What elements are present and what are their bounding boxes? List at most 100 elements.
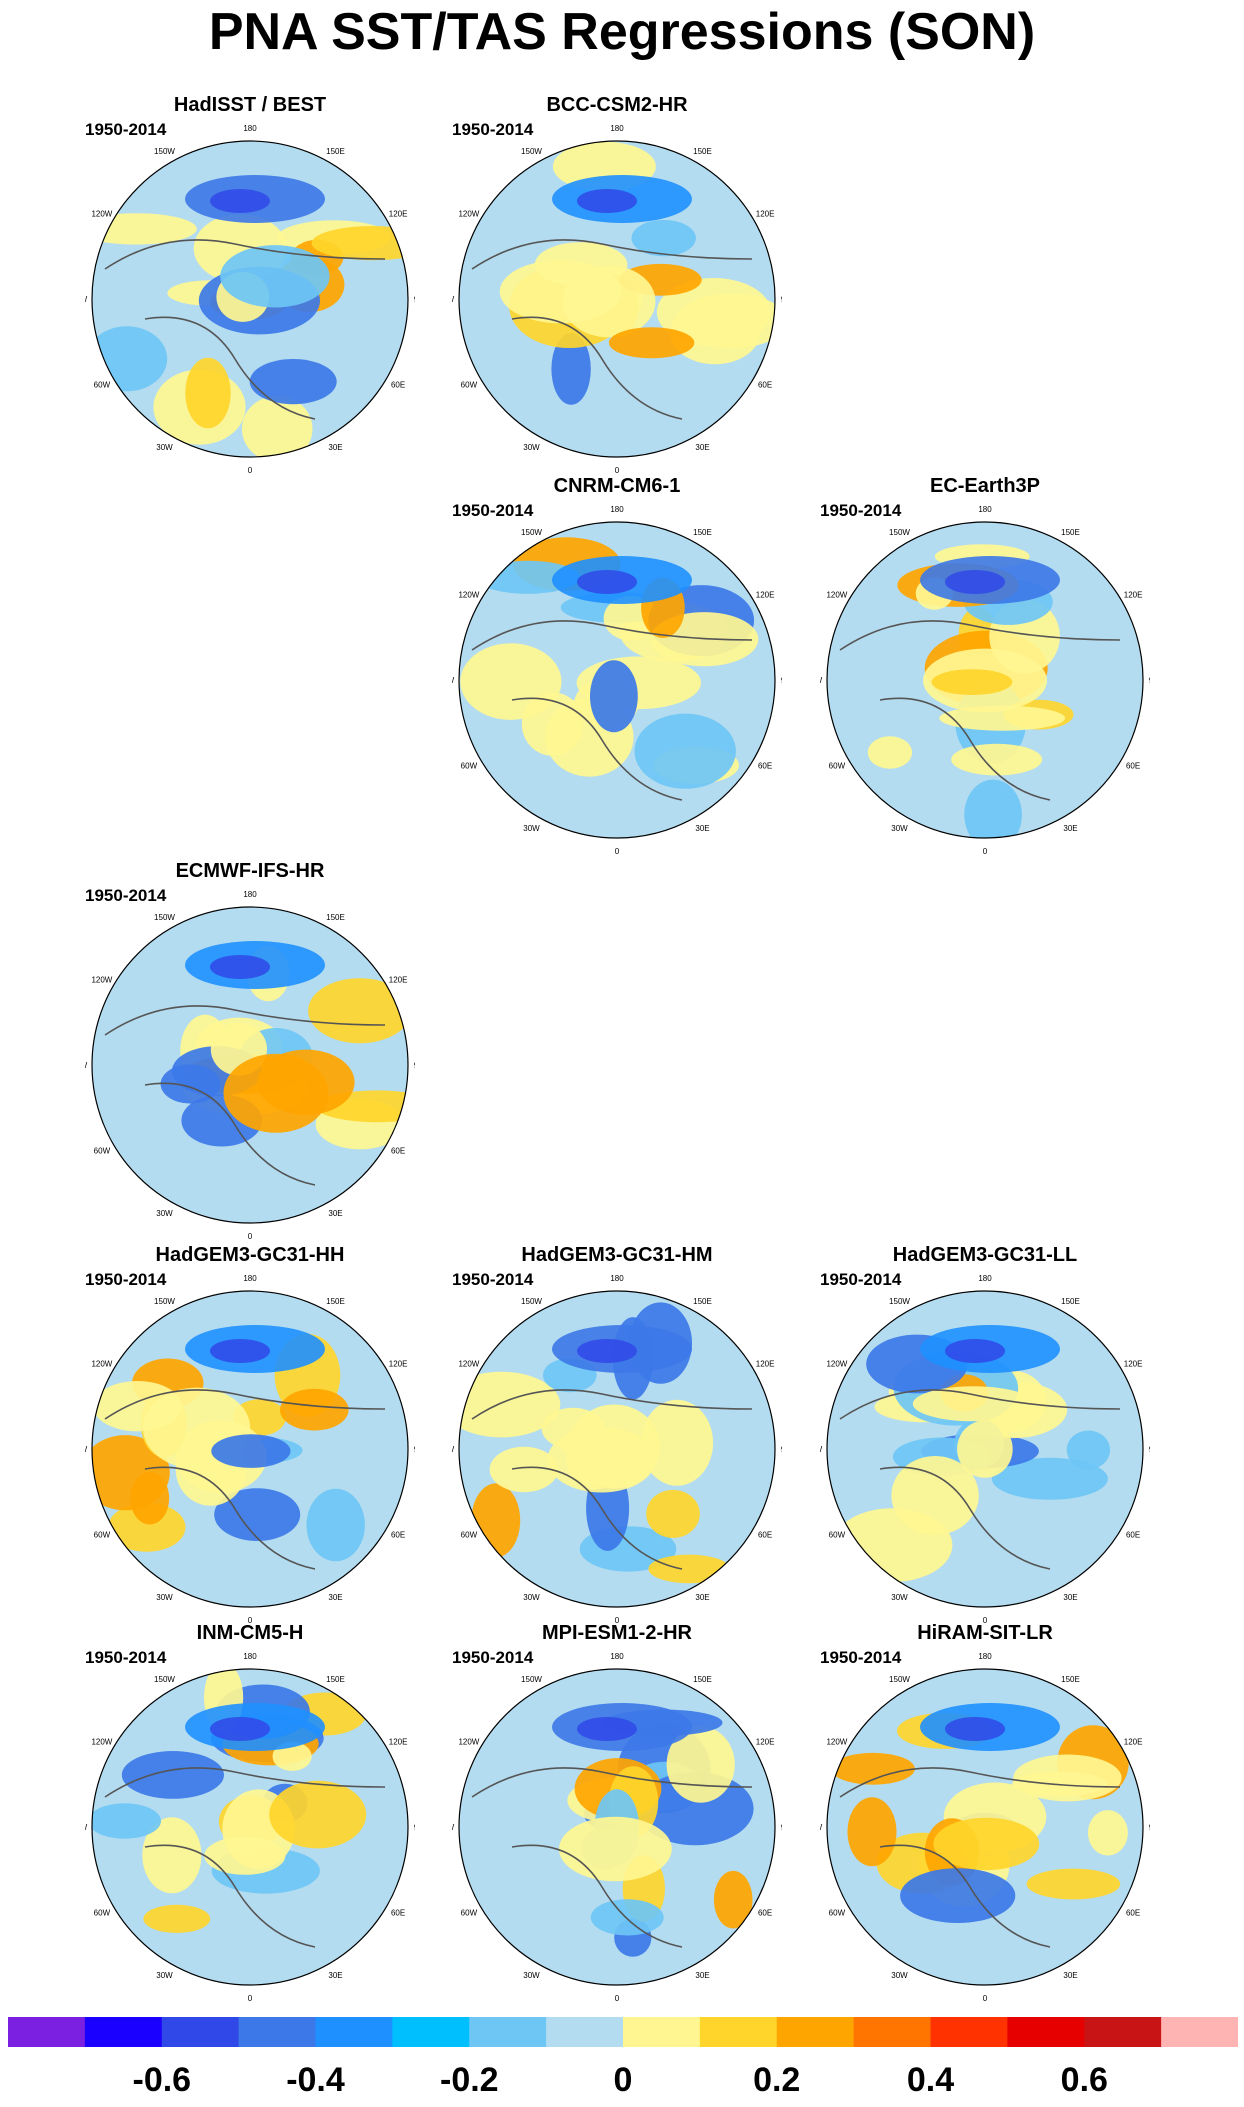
longitude-label: 90E xyxy=(414,1823,415,1832)
longitude-label: 120W xyxy=(458,1360,479,1369)
panel-period: 1950-2014 xyxy=(85,886,167,905)
longitude-label: 120W xyxy=(91,1360,112,1369)
longitude-label: 120E xyxy=(756,210,775,219)
panel-title: BCC-CSM2-HR xyxy=(546,94,688,116)
colorbar-tick-label: 0.2 xyxy=(753,2061,800,2097)
anomaly-region xyxy=(1087,1810,1128,1856)
longitude-label: 150W xyxy=(521,1675,542,1684)
anomaly-region xyxy=(634,713,736,789)
longitude-label: 90W xyxy=(820,1445,823,1454)
colorbar-tick-label: 0 xyxy=(614,2061,633,2097)
polar-map: 180 150E 120E 90E 60E 30E 0 30W 60W 90W 120W 150W xyxy=(452,1274,782,1625)
polar-map: 180 150E 120E 90E 60E 30E 0 30W 60W 90W 120W 150W xyxy=(820,505,1150,856)
anomaly-region xyxy=(631,219,696,257)
anomaly-region xyxy=(559,1816,672,1882)
colorbar-swatch xyxy=(8,2017,86,2047)
colorbar-swatch xyxy=(84,2017,163,2047)
longitude-label: 30W xyxy=(523,1593,540,1602)
panel-period: 1950-2014 xyxy=(85,120,167,139)
colorbar-swatch xyxy=(1084,2017,1162,2047)
longitude-label: 90E xyxy=(1149,1823,1150,1832)
anomaly-region xyxy=(867,736,913,769)
colorbar-tick-label: 0.6 xyxy=(1061,2061,1108,2097)
longitude-label: 180 xyxy=(610,124,624,133)
longitude-label: 60W xyxy=(94,1147,111,1156)
longitude-label: 30W xyxy=(891,1593,908,1602)
longitude-label: 150W xyxy=(521,528,542,537)
anomaly-region xyxy=(241,395,313,457)
anomaly-region xyxy=(489,1446,559,1493)
longitude-label: 150E xyxy=(693,1675,712,1684)
longitude-label: 90W xyxy=(85,1445,88,1454)
anomaly-region xyxy=(891,1456,979,1535)
longitude-label: 120W xyxy=(826,591,847,600)
panel-title: ECMWF-IFS-HR xyxy=(175,860,325,882)
anomaly-region xyxy=(185,357,231,429)
map-boundary xyxy=(826,521,1144,839)
longitude-label: 30W xyxy=(156,1971,173,1980)
anomaly-region xyxy=(566,1423,622,1490)
longitude-label: 60W xyxy=(461,1909,478,1918)
anomaly-region xyxy=(93,1381,182,1432)
north-pacific-anomaly-core xyxy=(210,955,270,979)
longitude-label: 150W xyxy=(889,1297,910,1306)
longitude-label: 90E xyxy=(781,1823,782,1832)
longitude-label: 60E xyxy=(1126,1531,1140,1540)
colorbar: -0.6 -0.4 -0.2 0 0.2 0.4 0.6 xyxy=(8,2017,1238,2097)
map-panel: BCC-CSM2-HR 1950-2014 180 150E 120E 90E 60E 30E… xyxy=(452,93,782,483)
panel-title: HadGEM3-GC31-HH xyxy=(155,1244,345,1266)
longitude-label: 30E xyxy=(695,1593,709,1602)
coastline xyxy=(104,1005,386,1186)
coastline xyxy=(839,620,1121,801)
anomaly-region xyxy=(459,1371,561,1438)
longitude-label: 150W xyxy=(154,1675,175,1684)
longitude-label: 150E xyxy=(693,1297,712,1306)
anomaly-region xyxy=(1013,1754,1122,1802)
coastline xyxy=(471,239,753,420)
longitude-label: 30W xyxy=(891,1971,908,1980)
longitude-label: 120E xyxy=(389,976,408,985)
map-boundary xyxy=(826,1290,1144,1608)
polar-map: 180 150E 120E 90E 60E 30E 0 30W 60W 90W 120W 150W xyxy=(820,1652,1150,2003)
colorbar-tick-label: -0.2 xyxy=(440,2061,499,2097)
anomaly-region xyxy=(900,1868,1016,1923)
map-panel: MPI-ESM1-2-HR 1950-2014 180 150E 120E 90E 60E 3… xyxy=(452,1621,782,2011)
longitude-label: 150W xyxy=(521,1297,542,1306)
anomaly-region xyxy=(142,1817,202,1894)
panel-title: EC-Earth3P xyxy=(929,475,1041,497)
panel-period: 1950-2014 xyxy=(452,120,534,139)
panel-title: HadGEM3-GC31-HM xyxy=(521,1244,713,1266)
longitude-label: 120E xyxy=(1124,1738,1143,1747)
longitude-label: 60W xyxy=(94,1531,111,1540)
longitude-label: 150E xyxy=(326,1297,345,1306)
colorbar-swatch xyxy=(1007,2017,1085,2047)
panel-title: CNRM-CM6-1 xyxy=(553,475,681,497)
map-panel: INM-CM5-H 1950-2014 180 150E 120E 90E 60E 30E 0 3… xyxy=(85,1621,415,2011)
longitude-label: 60E xyxy=(758,1531,772,1540)
longitude-label: 0 xyxy=(248,1994,253,2003)
map-boundary xyxy=(91,1290,409,1608)
north-pacific-anomaly-core xyxy=(577,1339,637,1363)
colorbar-swatch xyxy=(930,2017,1008,2047)
panel-period: 1950-2014 xyxy=(820,501,902,520)
anomaly-region xyxy=(646,1489,700,1538)
longitude-label: 0 xyxy=(983,847,988,856)
longitude-label: 120E xyxy=(1124,1360,1143,1369)
map-panel: HadGEM3-GC31-HM 1950-2014 180 150E 120E 90E 60… xyxy=(452,1243,782,1633)
north-pacific-anomaly-core xyxy=(577,189,637,213)
map-panel: HiRAM-SIT-LR 1950-2014 180 150E 120E 90E 60E 30… xyxy=(820,1621,1150,2011)
anomaly-region xyxy=(590,1899,664,1936)
polar-map: 180 150E 120E 90E 60E 30E 0 30W 60W 90W 120W 150W xyxy=(85,890,415,1241)
longitude-label: 120W xyxy=(91,976,112,985)
longitude-label: 0 xyxy=(615,466,620,475)
colorbar-swatch xyxy=(699,2017,778,2047)
longitude-label: 60W xyxy=(461,762,478,771)
longitude-label: 30E xyxy=(328,1593,342,1602)
panel-period: 1950-2014 xyxy=(85,1648,167,1667)
colorbar-swatch xyxy=(238,2017,317,2047)
map-boundary xyxy=(458,1290,776,1608)
longitude-label: 60W xyxy=(829,1531,846,1540)
longitude-label: 180 xyxy=(978,505,992,514)
panel-title: HiRAM-SIT-LR xyxy=(917,1622,1053,1644)
longitude-label: 60E xyxy=(391,1531,405,1540)
